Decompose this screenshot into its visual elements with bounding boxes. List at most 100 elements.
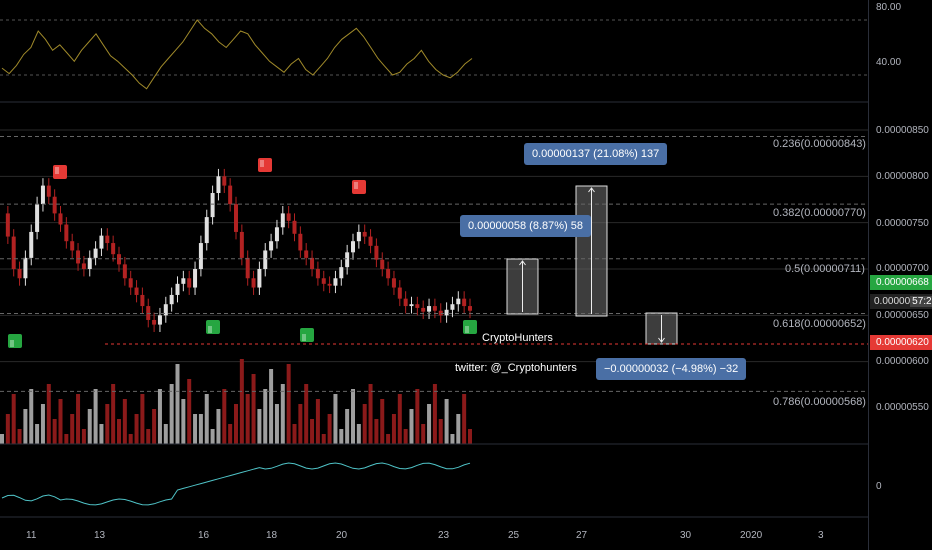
fibonacci-retracement[interactable] [0, 135, 868, 392]
volume-bar [263, 389, 268, 444]
candle-body [134, 287, 139, 295]
price-range-tools[interactable] [506, 185, 678, 345]
candle-body [345, 252, 350, 268]
thumbs-down-icon-detail [260, 160, 264, 167]
candle-body [5, 213, 10, 237]
candle-body [456, 298, 461, 305]
volume-bar [310, 419, 315, 444]
volume-bar [456, 414, 461, 444]
candle-body [421, 307, 426, 312]
candle-body [269, 241, 274, 251]
volume-bar [339, 429, 344, 444]
thumbs-down-icon-detail [55, 167, 59, 174]
candle-body [29, 231, 34, 258]
volume-bar [351, 389, 355, 444]
volume-bar [134, 414, 139, 444]
volume-bar [374, 419, 379, 444]
candlestick-series [5, 168, 472, 333]
volume-bar [257, 409, 262, 444]
rsi-level-label: 80.00 [876, 2, 902, 13]
volume-bar [35, 424, 40, 444]
candle-body [234, 204, 238, 232]
rsi-pane [1, 19, 473, 90]
candle-body [403, 298, 408, 307]
candle-body [210, 193, 215, 218]
candle-body [304, 250, 309, 258]
obv-line [1, 462, 471, 506]
thumbs-up-icon [206, 320, 220, 334]
candle-body [356, 231, 361, 242]
volume-bar [93, 389, 98, 444]
candle-body [397, 287, 402, 299]
volume-bar [391, 414, 396, 444]
candle-body [444, 309, 449, 316]
candle-body [93, 248, 98, 258]
volume-bar [181, 399, 186, 444]
measure-label-3[interactable]: −0.00000032 (−4.98%) −32 [596, 358, 747, 380]
candle-body [380, 259, 385, 269]
candle-body [17, 269, 22, 279]
candle-body [374, 245, 379, 260]
candle-body [315, 269, 320, 279]
candle-body [462, 298, 467, 307]
candle-body [204, 217, 209, 244]
candle-body [450, 304, 455, 310]
volume-bar [175, 364, 180, 444]
candle-body [386, 269, 391, 279]
measure-label-2[interactable]: 0.00000137 (21.08%) 137 [524, 143, 668, 165]
volume-bar [304, 384, 309, 444]
volume-bar [368, 384, 373, 444]
volume-bar [397, 394, 402, 444]
volume-bar [333, 394, 338, 444]
candle-body [81, 263, 86, 269]
volume-bar [140, 394, 145, 444]
measure-box-2-arrowhead [588, 187, 595, 193]
signal-icons [8, 158, 477, 348]
candle-body [23, 257, 28, 279]
candle-body [99, 235, 104, 249]
volume-bar [122, 399, 127, 444]
candle-body [58, 213, 63, 225]
volume-bar [315, 399, 320, 444]
thumbs-up-icon-detail [465, 326, 469, 333]
candle-body [257, 269, 262, 288]
candle-body [198, 243, 203, 269]
volume-bar [292, 424, 297, 444]
rsi-level-label: 40.00 [876, 57, 902, 68]
candle-body [222, 176, 227, 186]
volume-bar [327, 414, 332, 444]
price-tag-red: 0.00000620 [870, 335, 932, 350]
volume-bar [187, 379, 192, 444]
volume-bar [245, 394, 250, 444]
volume-bar [70, 414, 75, 444]
volume-bar [204, 394, 209, 444]
candle-body [415, 304, 420, 308]
candle-body [163, 304, 168, 316]
volume-bar [222, 389, 227, 444]
price-axis-label: 0.00000850 [876, 125, 929, 136]
candle-body [327, 283, 332, 286]
twitter-annotation[interactable]: twitter: @_Cryptohunters [455, 362, 577, 374]
volume-bar [450, 434, 455, 444]
candle-body [46, 185, 51, 197]
volume-bar [117, 419, 121, 444]
brand-annotation[interactable]: CryptoHunters [482, 332, 553, 344]
volume-bar [81, 429, 86, 444]
measure-label-1[interactable]: 0.00000058 (8.87%) 58 [460, 215, 591, 237]
candle-body [157, 315, 162, 325]
volume-bar [427, 404, 432, 444]
thumbs-up-icon-detail [302, 334, 306, 341]
thumbs-down-icon [53, 165, 67, 179]
candle-body [216, 176, 221, 194]
candle-body [263, 250, 268, 269]
candle-body [362, 231, 367, 237]
volume-bar [239, 359, 244, 444]
price-axis-label: 0.00000750 [876, 218, 929, 229]
volume-bar [362, 404, 367, 444]
candle-body [175, 283, 180, 295]
volume-bar [403, 429, 408, 444]
price-axis-label: 0.00000600 [876, 356, 929, 367]
x-axis-label: 20 [336, 530, 348, 541]
